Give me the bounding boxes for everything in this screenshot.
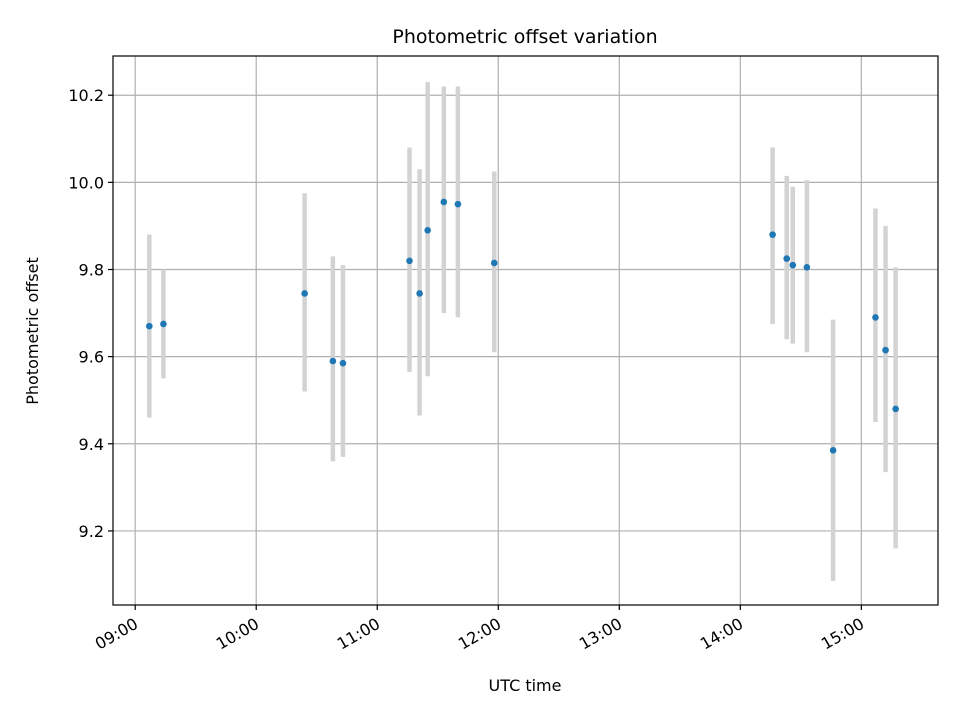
data-point: [160, 320, 167, 328]
data-point: [329, 357, 337, 365]
data-point: [892, 405, 899, 413]
grid: [113, 56, 938, 605]
y-tick-label: 10.2: [68, 86, 104, 105]
data-points: [146, 198, 899, 454]
data-point: [339, 359, 347, 367]
y-tick-label: 9.2: [79, 522, 104, 541]
data-point: [769, 231, 776, 238]
data-point: [416, 290, 423, 297]
y-axis-ticks: 9.2 9.4 9.6 9.8 10.0 10.2: [68, 86, 113, 541]
data-point: [440, 198, 448, 206]
y-tick-label: 9.6: [79, 348, 104, 367]
y-axis-label: Photometric offset: [23, 257, 42, 405]
data-point: [882, 346, 889, 354]
data-point: [803, 264, 811, 271]
plot-frame: [112, 55, 939, 606]
data-point: [829, 447, 837, 454]
data-point: [424, 226, 431, 234]
data-point: [454, 200, 462, 208]
data-point: [406, 257, 413, 265]
data-point: [146, 322, 153, 330]
data-point: [789, 261, 797, 269]
data-point: [490, 259, 498, 267]
chart-title: Photometric offset variation: [392, 26, 657, 48]
data-point: [301, 290, 308, 297]
y-tick-label: 10.0: [68, 173, 104, 192]
y-tick-label: 9.4: [79, 435, 104, 454]
data-point: [783, 255, 791, 262]
x-axis-label: UTC time: [489, 676, 562, 695]
data-point: [872, 314, 879, 321]
y-tick-label: 9.8: [79, 261, 104, 280]
